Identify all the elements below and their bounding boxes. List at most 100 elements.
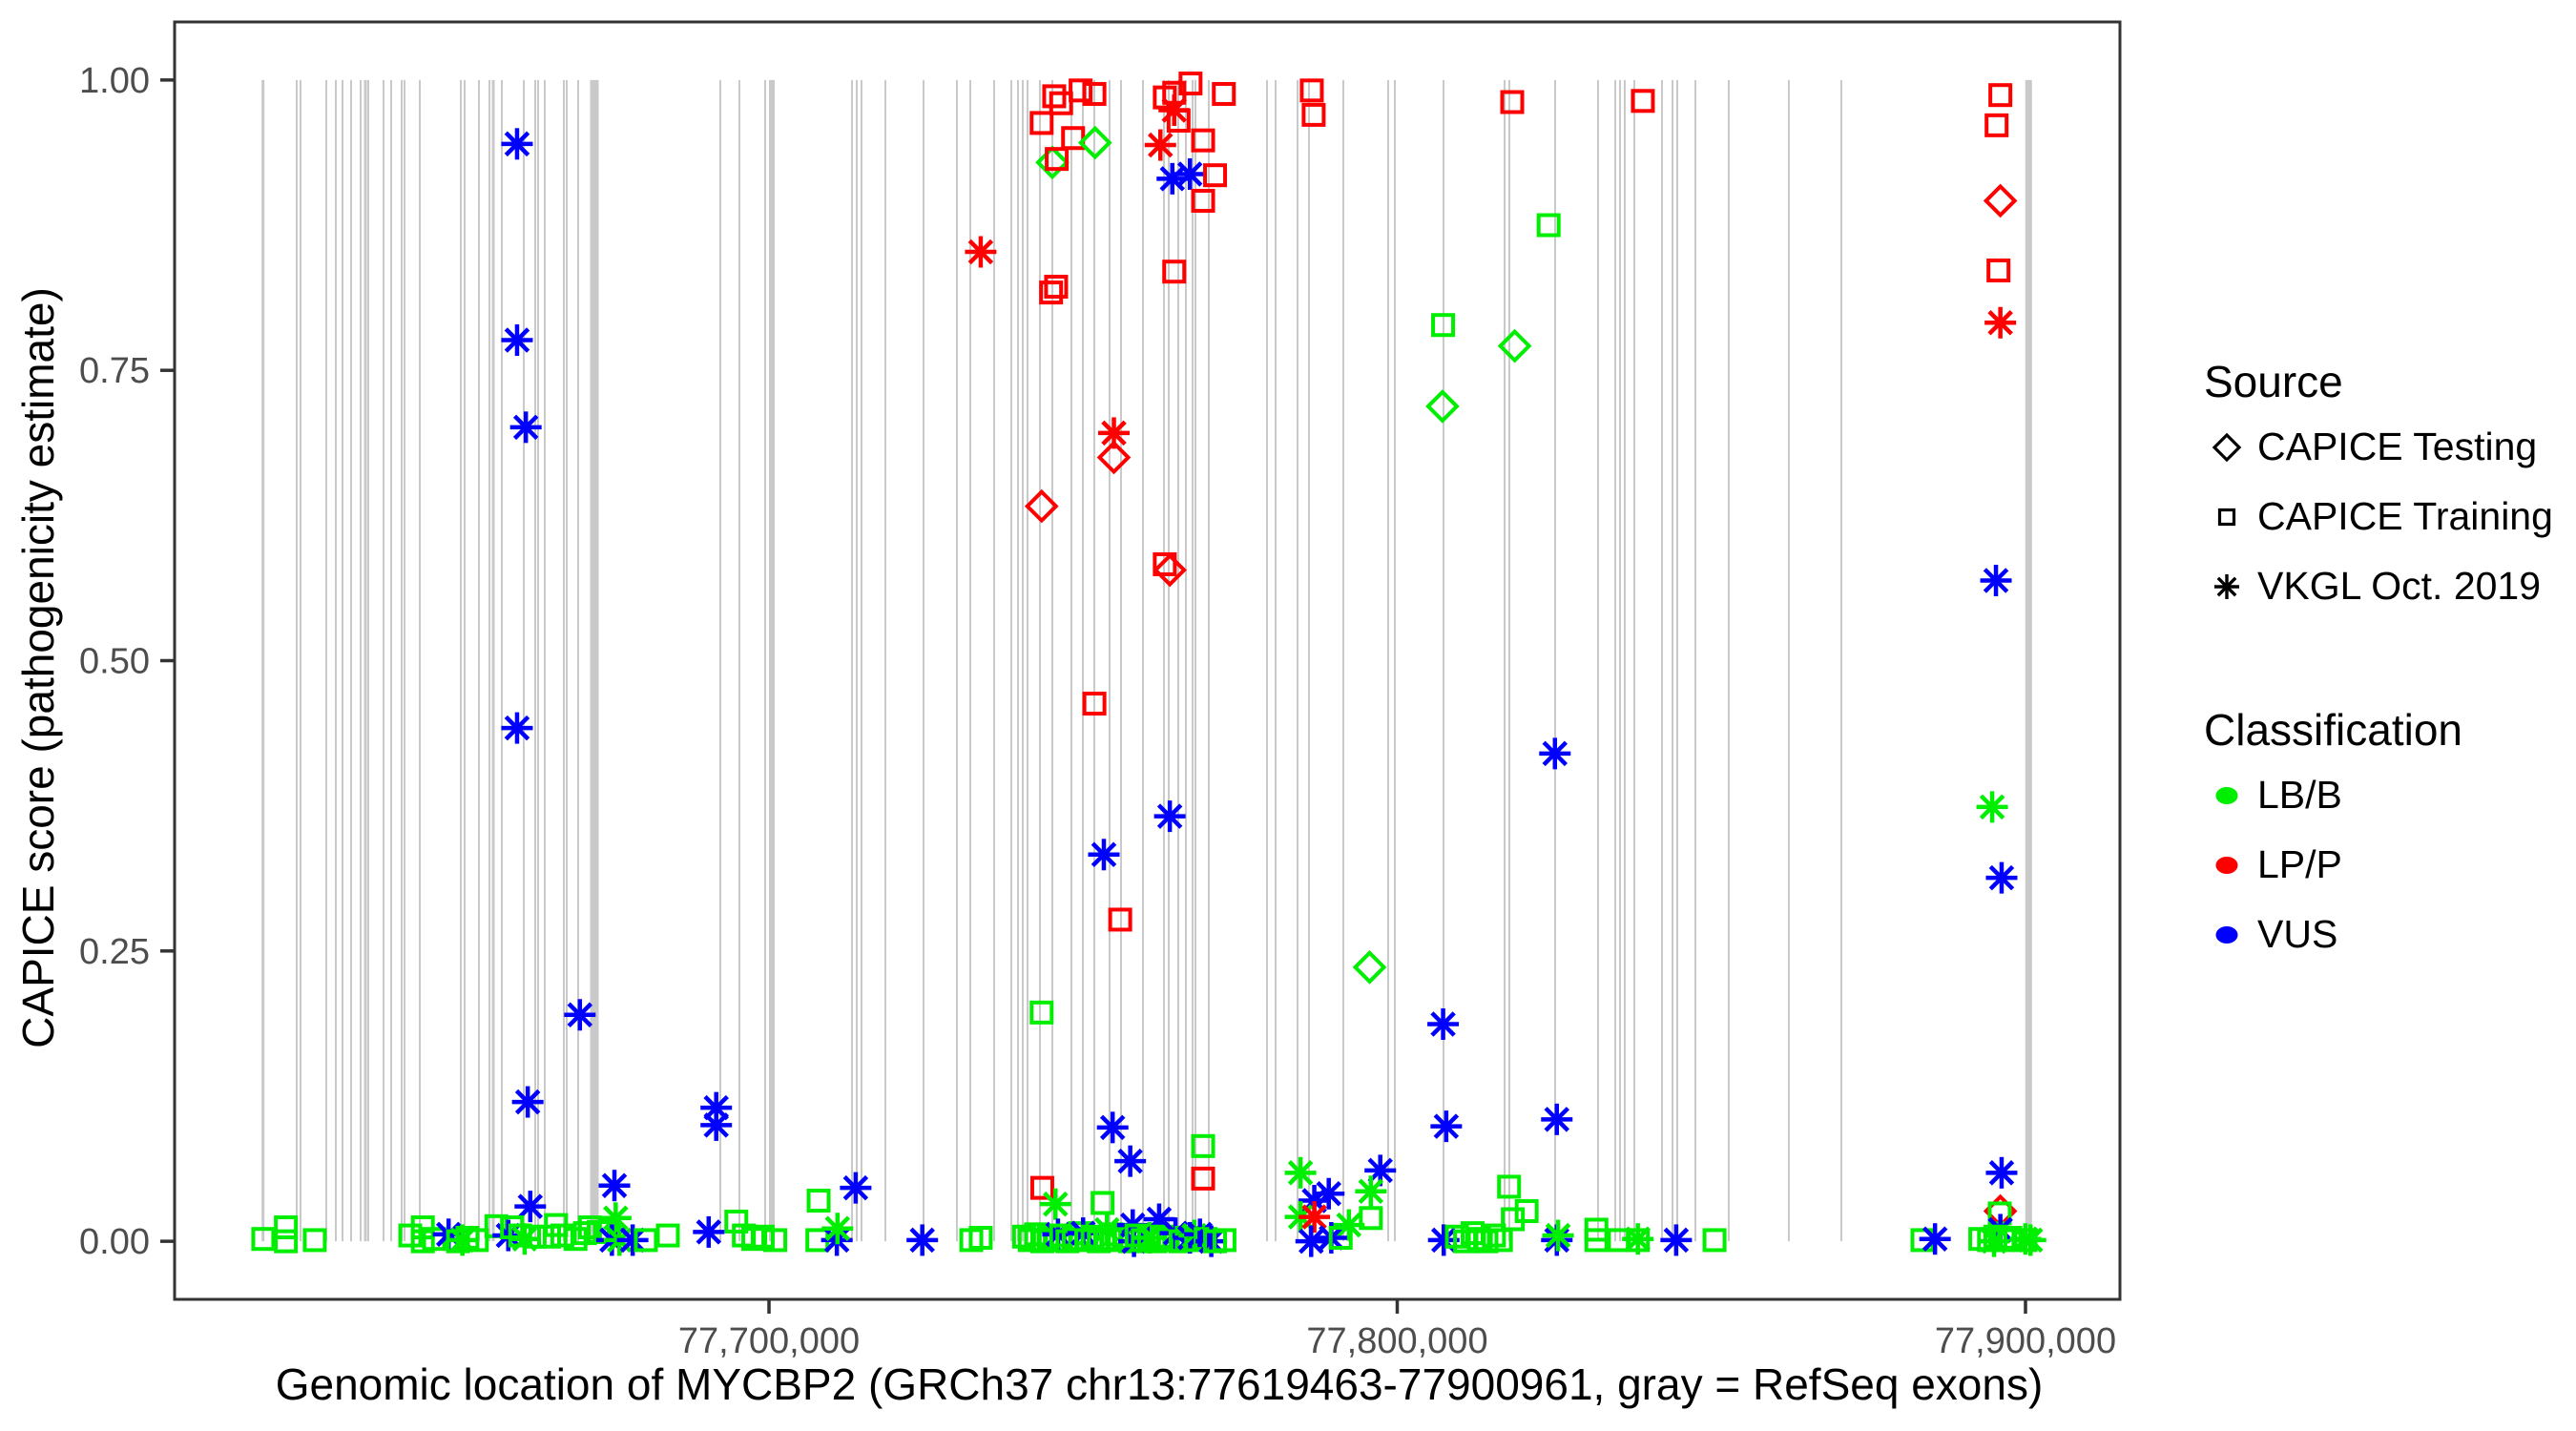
asterisk-spoke	[1147, 132, 1174, 158]
data-point-asterisk	[598, 1170, 631, 1202]
asterisk-spoke	[967, 238, 994, 265]
legend-classification-item-vus: VUS	[2204, 900, 2574, 969]
data-point-square	[1359, 1206, 1383, 1231]
legend-source-item-vkgl-oct-2019: VKGL Oct. 2019	[2204, 551, 2574, 621]
asterisk-spoke	[1187, 1221, 1213, 1248]
data-point-square	[302, 1228, 327, 1253]
data-point-asterisk	[1153, 800, 1186, 833]
asterisk-spoke	[601, 1172, 628, 1198]
legend-classification-item-label: LP/P	[2257, 842, 2342, 886]
y-tick-label: 1.00	[79, 61, 150, 101]
data-point-asterisk	[1985, 1156, 2018, 1189]
asterisk-spoke	[2017, 1227, 2044, 1254]
classification-dot-icon	[2215, 856, 2238, 874]
data-point-square	[465, 1228, 489, 1253]
data-point-asterisk	[965, 236, 997, 268]
data-point-square	[1482, 1223, 1506, 1248]
data-point-square	[1039, 280, 1064, 305]
asterisk-spoke	[1176, 161, 1203, 187]
x-axis-title: Genomic location of MYCBP2 (GRCh37 chr13…	[275, 1359, 2044, 1409]
asterisk-spoke	[1545, 1222, 1571, 1249]
capice-testing-diamond-icon	[2212, 432, 2242, 462]
data-point-square	[1203, 163, 1228, 188]
data-point-square	[968, 1225, 993, 1250]
data-point-asterisk	[1919, 1223, 1951, 1255]
asterisk-spoke	[1983, 568, 2009, 593]
data-point-asterisk	[1284, 1156, 1317, 1189]
data-point-asterisk	[700, 1109, 733, 1141]
asterisk-spoke	[1159, 166, 1186, 192]
square-icon	[2217, 508, 2236, 526]
data-point-square	[1500, 90, 1525, 114]
data-point-asterisk	[501, 712, 533, 744]
data-point-square	[1178, 72, 1203, 96]
data-point-square	[1474, 1229, 1499, 1254]
data-point-square	[1466, 1227, 1491, 1252]
diamond-icon	[2212, 432, 2242, 462]
data-point-square	[1153, 551, 1177, 576]
legend-source-item-capice-training: CAPICE Training	[2204, 482, 2574, 551]
data-point-diamond	[1352, 950, 1387, 985]
data-point-asterisk	[1660, 1224, 1693, 1256]
data-point-square	[724, 1209, 749, 1234]
asterisk-spoke	[1287, 1160, 1314, 1186]
asterisk-spoke	[696, 1219, 722, 1245]
data-point-asterisk	[1114, 1145, 1147, 1177]
data-point-square	[1108, 907, 1132, 932]
capice-training-square-icon	[2217, 508, 2236, 526]
data-point-asterisk	[1144, 129, 1176, 161]
data-point-asterisk	[501, 324, 533, 357]
legend-source-item-label: CAPICE Testing	[2257, 425, 2538, 468]
asterisk-spoke	[1988, 864, 2015, 891]
asterisk-spoke	[1156, 803, 1183, 829]
data-point-square	[1044, 275, 1069, 300]
dot-icon	[2215, 856, 2238, 874]
data-point-square	[1584, 1228, 1609, 1253]
data-point-square	[1536, 213, 1561, 238]
data-point-square	[1497, 1174, 1522, 1199]
asterisk-spoke	[1101, 420, 1127, 446]
data-point-diamond	[1035, 145, 1070, 180]
asterisk-spoke	[504, 715, 530, 741]
asterisk-spoke	[504, 327, 530, 353]
asterisk-spoke	[1298, 1228, 1324, 1255]
asterisk-spoke	[909, 1227, 935, 1254]
data-point-square	[1299, 78, 1324, 103]
data-point-asterisk	[1088, 839, 1120, 871]
data-point-asterisk	[1985, 861, 2018, 894]
data-point-asterisk	[1295, 1225, 1327, 1257]
data-point-square	[750, 1224, 775, 1249]
data-point-asterisk	[821, 1213, 854, 1245]
data-point-square	[1069, 78, 1093, 103]
asterisk-spoke	[1301, 1204, 1327, 1230]
data-point-square	[1431, 313, 1456, 338]
data-point-asterisk	[1430, 1110, 1463, 1143]
data-point-square	[1191, 188, 1215, 213]
legend-classification-item-lb-b: LB/B	[2204, 760, 2574, 830]
data-point-square	[572, 1221, 597, 1246]
data-point-asterisk	[693, 1215, 725, 1248]
data-point-asterisk	[511, 1086, 544, 1118]
asterisk-spoke	[504, 131, 530, 157]
asterisk-spoke	[1544, 1107, 1570, 1132]
legend-source-title: Source	[2204, 357, 2343, 406]
asterisk-spoke	[1430, 1227, 1457, 1254]
data-point-square	[1212, 1228, 1236, 1253]
x-tick-label: 77,900,000	[1935, 1321, 2116, 1361]
data-point-asterisk	[1174, 157, 1206, 190]
asterisk-spoke	[1430, 1011, 1456, 1037]
x-tick-label: 77,800,000	[1306, 1321, 1487, 1361]
data-point-square	[1042, 84, 1067, 109]
data-point-asterisk	[1984, 306, 2017, 339]
asterisk-spoke	[567, 1002, 593, 1028]
data-point-asterisk	[1427, 1008, 1460, 1041]
data-point-square	[1045, 147, 1070, 172]
data-point-diamond	[1024, 488, 1059, 524]
data-point-square	[550, 1223, 574, 1248]
data-point-square	[634, 1228, 658, 1253]
data-point-asterisk	[1355, 1175, 1387, 1208]
legend-classification-item-glyph	[2204, 912, 2257, 958]
data-point-square	[1986, 258, 2011, 282]
classification-dot-icon	[2215, 925, 2238, 944]
